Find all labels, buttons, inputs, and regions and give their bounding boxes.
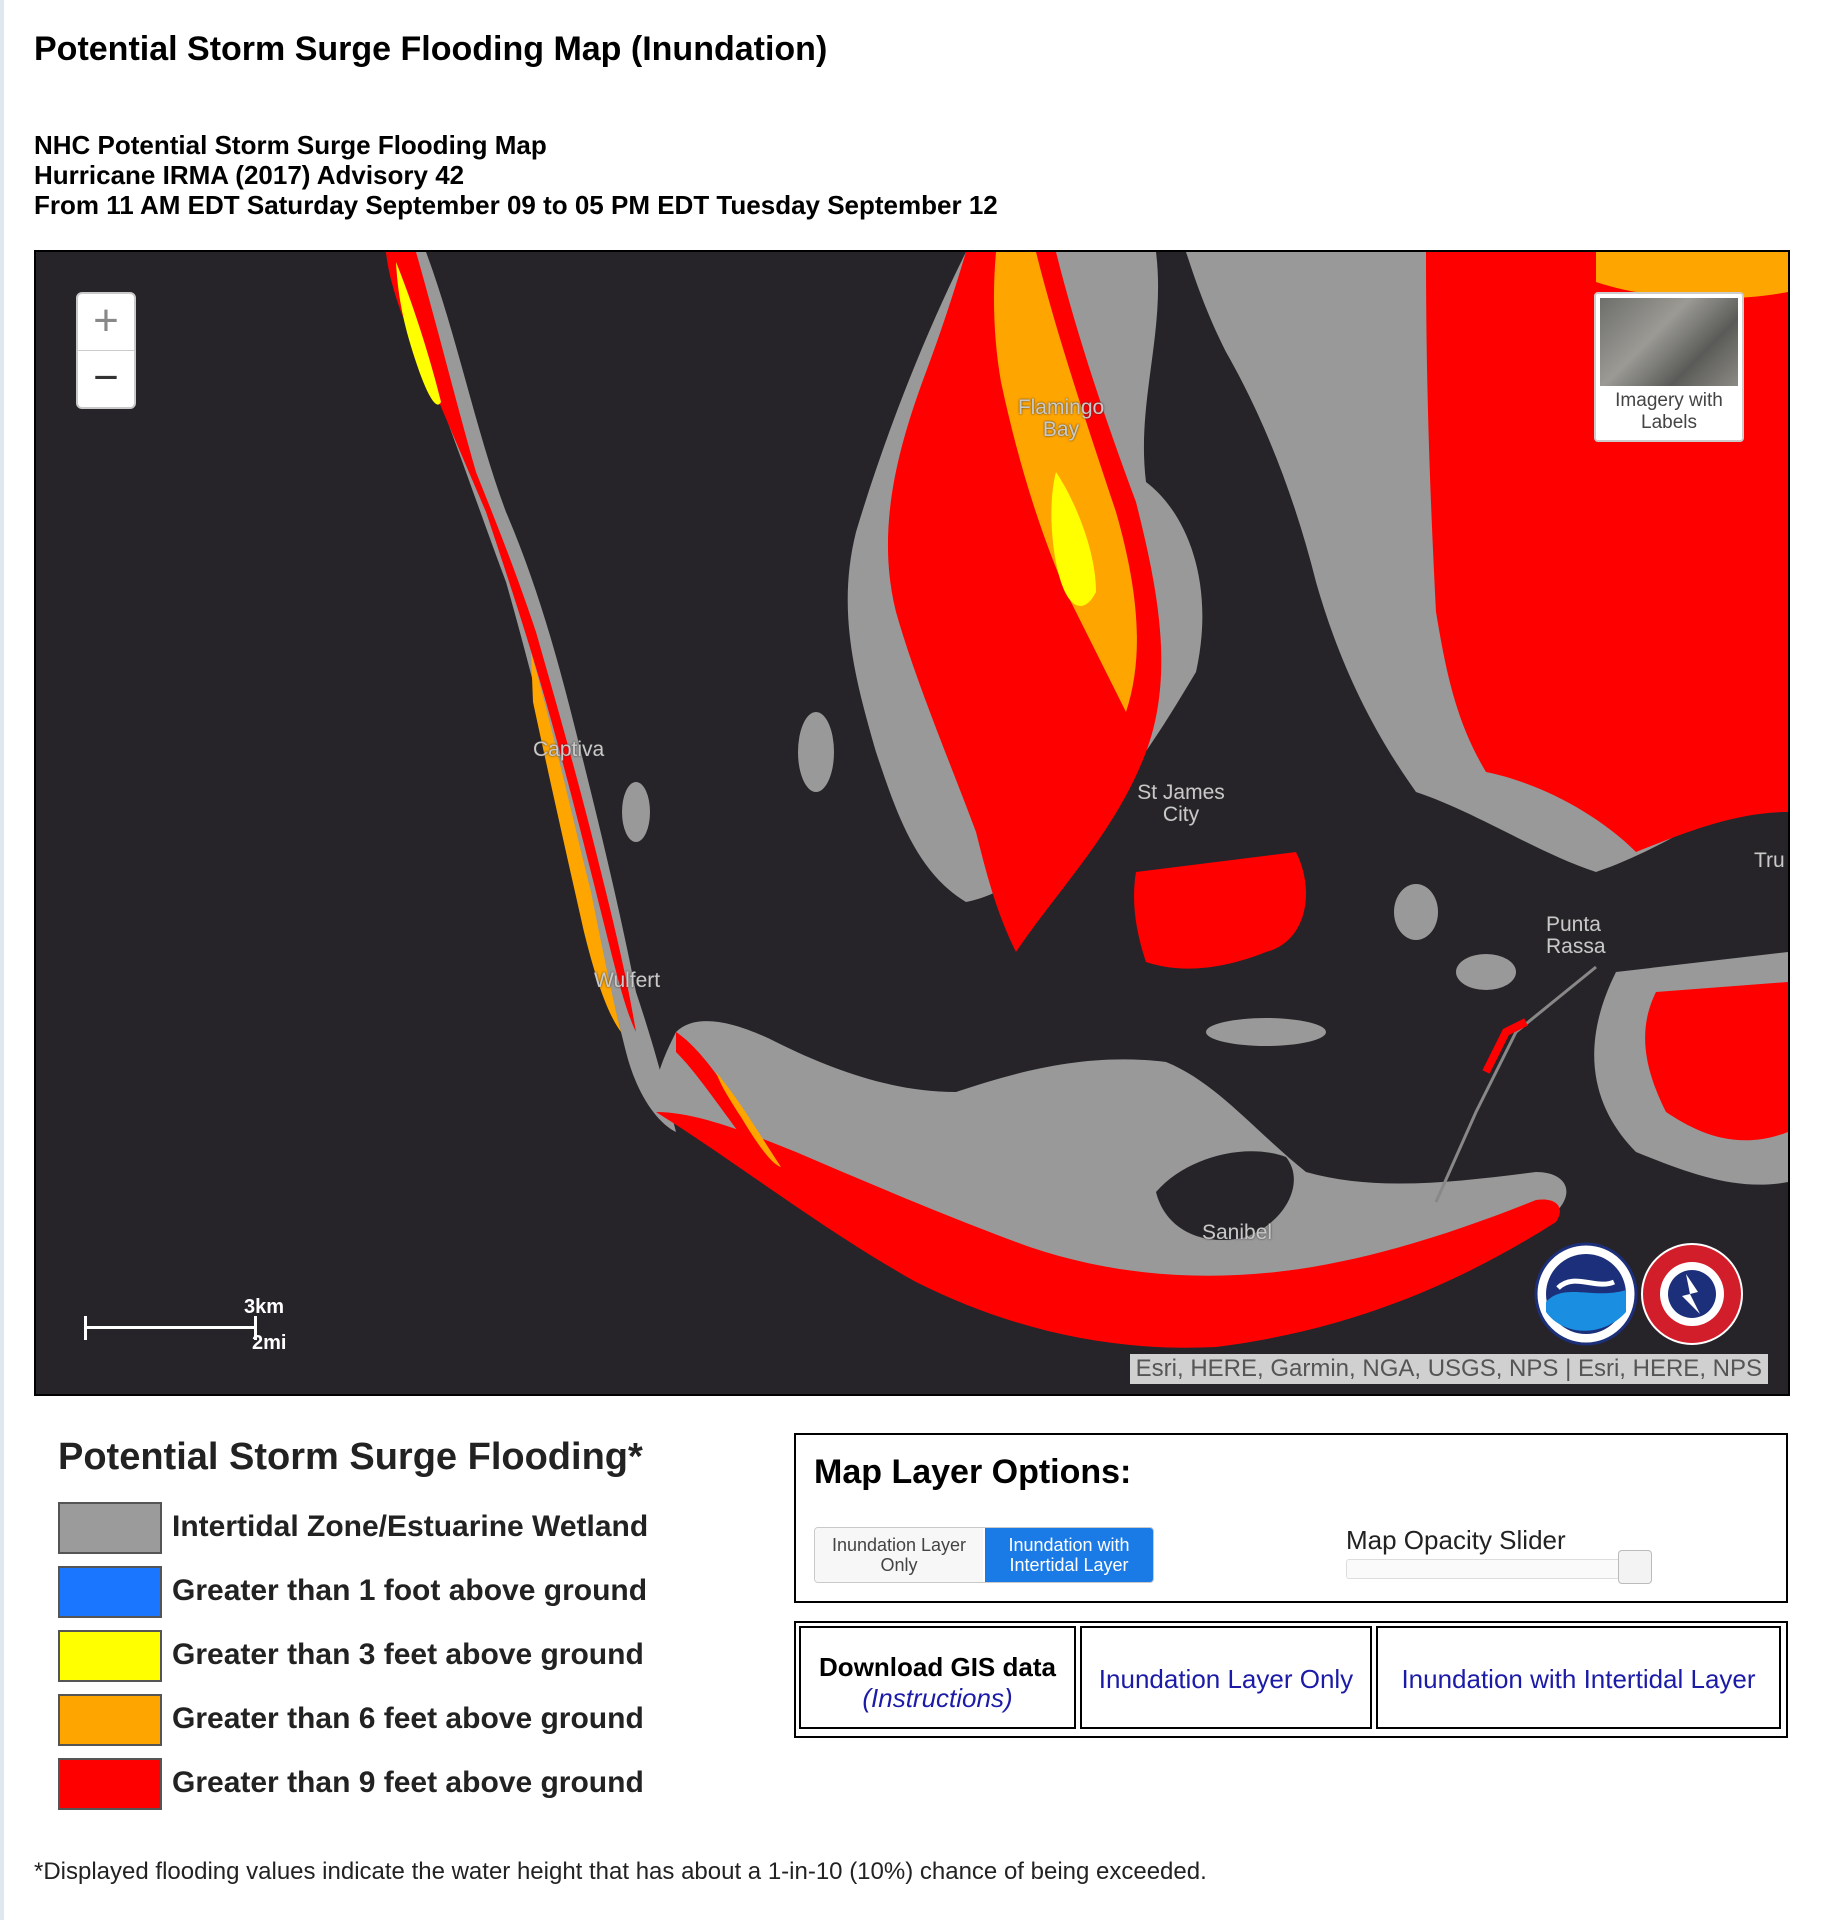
surge-red-wulfert — [676, 1032, 836, 1232]
causeway — [1434, 965, 1597, 1203]
legend-title: Potential Storm Surge Flooding* — [58, 1436, 643, 1478]
map-terrain — [386, 252, 1788, 1348]
map-attribution: Esri, HERE, Garmin, NGA, USGS, NPS | Esr… — [1129, 1354, 1768, 1384]
surge-yellow-pine — [1051, 472, 1096, 606]
opacity-slider-thumb[interactable] — [1618, 1550, 1652, 1584]
national-weather-service-logo — [1641, 1243, 1743, 1345]
land-sanibel — [654, 1021, 1567, 1332]
options-title: Map Layer Options: — [814, 1453, 1132, 1491]
surge-red-east — [1645, 982, 1788, 1141]
surge-orange-captiva — [531, 652, 621, 1032]
scale-line — [84, 1326, 256, 1329]
scale-tick — [254, 1316, 257, 1340]
surge-red-sanibel — [656, 1112, 1560, 1348]
legend-swatch-3ft — [58, 1630, 162, 1682]
download-inundation-intertidal-link[interactable]: Inundation with Intertidal Layer — [1401, 1664, 1756, 1694]
legend-label: Greater than 1 foot above ground — [172, 1574, 648, 1607]
surge-orange-wulfert — [716, 1072, 781, 1167]
zoom-in-button[interactable]: + — [93, 296, 119, 345]
legend-label: Greater than 3 feet above ground — [172, 1638, 644, 1671]
land-islet — [1456, 954, 1516, 990]
zoom-control: + − — [76, 292, 136, 409]
toggle-inundation-intertidal[interactable]: Inundation with Intertidal Layer — [985, 1528, 1153, 1582]
land-islet — [1206, 1018, 1326, 1046]
water-sanibel-pond — [1156, 1151, 1294, 1240]
legend-label: Intertidal Zone/Estuarine Wetland — [172, 1510, 649, 1543]
legend-swatch-9ft — [58, 1758, 162, 1810]
page-left-rule — [0, 0, 4, 1920]
basemap-toggle[interactable]: Imagery with Labels — [1594, 292, 1744, 442]
map-layer-options: Map Layer Options: Inundation Layer Only… — [794, 1433, 1788, 1603]
surge-red-causeway — [1482, 1018, 1528, 1074]
surge-orange-capecoral — [1596, 252, 1788, 299]
place-label-tru: Tru — [1754, 849, 1785, 872]
scale-km-label: 3km — [244, 1296, 285, 1318]
zoom-out-button[interactable]: − — [78, 350, 134, 407]
surge-red-pine — [887, 252, 1162, 952]
toggle-inundation-only[interactable]: Inundation Layer Only — [815, 1528, 983, 1582]
basemap-toggle-label: Imagery with Labels — [1615, 390, 1723, 433]
map-header: NHC Potential Storm Surge Flooding Map H… — [34, 130, 1024, 220]
header-line-product: NHC Potential Storm Surge Flooding Map — [34, 130, 547, 160]
scale-bar: 3km 2mi — [84, 1296, 286, 1362]
legend-swatch-6ft — [58, 1694, 162, 1746]
land-islet — [798, 712, 834, 792]
noaa-logo — [1534, 1242, 1638, 1346]
surge-orange-pine — [993, 252, 1137, 712]
legend-label: Greater than 6 feet above ground — [172, 1702, 644, 1735]
header-line-period: From 11 AM EDT Saturday September 09 to … — [34, 190, 998, 220]
land-islet — [622, 782, 650, 842]
gis-download-table: Download GIS data (Instructions) Inundat… — [794, 1621, 1788, 1738]
scale-tick — [84, 1316, 87, 1340]
download-gis-heading: Download GIS data — [819, 1652, 1056, 1682]
place-label-punta-rassa: Punta Rassa — [1546, 913, 1606, 958]
legend-swatch-1ft — [58, 1566, 162, 1618]
opacity-slider-label: Map Opacity Slider — [1346, 1525, 1566, 1555]
place-label-captiva: Captiva — [533, 738, 605, 761]
footnote: *Displayed flooding values indicate the … — [34, 1858, 1207, 1885]
legend-label: Greater than 9 feet above ground — [172, 1766, 644, 1799]
header-line-storm: Hurricane IRMA (2017) Advisory 42 — [34, 160, 465, 190]
scale-mi-label: 2mi — [252, 1332, 287, 1354]
place-label-flamingo-bay: Flamingo Bay — [1017, 396, 1105, 441]
opacity-slider-track[interactable] — [1346, 1559, 1650, 1579]
legend-swatch-intertidal — [58, 1502, 162, 1554]
surge-yellow-captiva — [396, 262, 441, 405]
page-title: Potential Storm Surge Flooding Map (Inun… — [34, 30, 828, 68]
instructions-link[interactable]: (Instructions) — [862, 1683, 1013, 1713]
surge-red-stjames — [1134, 852, 1306, 969]
place-label-sanibel: Sanibel — [1202, 1221, 1273, 1244]
layer-toggle: Inundation Layer Only Inundation with In… — [814, 1527, 1154, 1583]
download-inundation-only-link[interactable]: Inundation Layer Only — [1098, 1664, 1354, 1694]
gis-link-cell: Inundation Layer Only — [1080, 1626, 1372, 1729]
land-islet — [1394, 884, 1438, 940]
place-label-wulfert: Wulfert — [594, 969, 661, 992]
imagery-thumbnail — [1600, 298, 1738, 386]
place-label-st-james-city: St James City — [1137, 781, 1225, 826]
gis-download-cell: Download GIS data (Instructions) — [799, 1626, 1076, 1729]
surge-map[interactable]: + − Imagery with Labels Flamingo Bay Cap… — [34, 250, 1790, 1396]
gis-link-cell: Inundation with Intertidal Layer — [1376, 1626, 1781, 1729]
